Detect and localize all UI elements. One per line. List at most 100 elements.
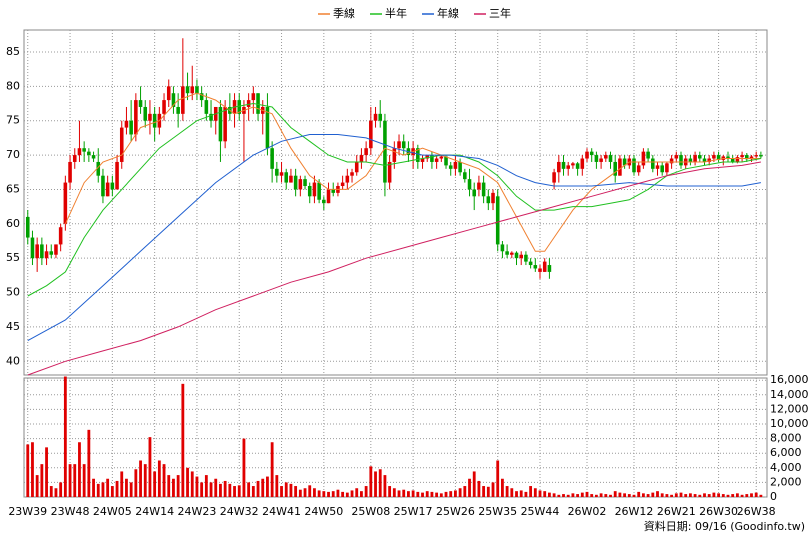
candle-body [688, 158, 693, 162]
y-tick-label: 85 [6, 45, 20, 58]
volume-bar [106, 478, 110, 497]
candle-body [749, 156, 754, 160]
volume-bar [345, 492, 349, 497]
candle-body [40, 244, 44, 259]
volume-bar [172, 478, 175, 497]
volume-bar [200, 482, 204, 497]
candle-body [110, 182, 115, 190]
candle-body [387, 161, 392, 183]
volume-bar [594, 494, 598, 497]
candle-body [251, 93, 256, 101]
candle-body [77, 148, 82, 156]
volume-bar [585, 491, 589, 497]
candle-body [434, 158, 439, 162]
volume-bar [482, 486, 486, 497]
x-tick-label: 25W35 [478, 505, 517, 518]
candle-body [726, 156, 730, 159]
volume-bar [566, 494, 570, 497]
volume-bar [458, 488, 462, 497]
volume-bar [120, 471, 124, 497]
candle-body [542, 261, 547, 272]
candle-body [312, 182, 317, 197]
candle-body [134, 100, 138, 135]
volume-bar [251, 486, 255, 497]
volume-bar [284, 482, 288, 497]
candle-body [632, 158, 636, 173]
candle-body [557, 161, 561, 173]
volume-bar [176, 475, 180, 497]
candle-body [350, 172, 354, 176]
candle-body [171, 93, 176, 107]
volume-bar [341, 491, 345, 497]
volume-bar [110, 486, 114, 497]
candle-body [115, 161, 119, 190]
candle-body [514, 252, 519, 259]
candle-body [378, 113, 383, 121]
x-tick-label: 26W02 [568, 505, 607, 518]
volume-bar [54, 488, 58, 497]
candle-body [561, 161, 566, 169]
candle-body [54, 244, 58, 255]
volume-bar [26, 444, 30, 497]
volume-bar [223, 480, 227, 497]
volume-bar [641, 493, 645, 497]
ma-line [64, 92, 761, 252]
volume-bar [501, 478, 504, 497]
volume-bar [562, 494, 565, 497]
volume-bar [115, 480, 119, 497]
volume-bar [336, 489, 340, 497]
volume-bar [266, 476, 269, 497]
volume-bar [204, 475, 208, 497]
volume-bar [590, 494, 594, 497]
candle-body [693, 155, 697, 162]
volume-bar [491, 482, 495, 497]
volume-bar [698, 494, 702, 497]
volume-tick-label: 4,000 [770, 461, 802, 474]
volume-bar [125, 478, 128, 497]
volume-bar [157, 460, 161, 497]
candle-body [68, 161, 72, 183]
candle-body [585, 151, 589, 159]
candle-body [448, 165, 453, 169]
y-tick-label: 70 [6, 148, 20, 161]
candle-body [265, 106, 270, 149]
candle-body [373, 113, 378, 121]
volume-bar [186, 467, 189, 497]
volume-tick-label: 6,000 [770, 446, 802, 459]
candle-body [599, 158, 603, 162]
x-tick-label: 24W32 [220, 505, 259, 518]
candle-body [58, 227, 63, 245]
volume-tick-label: 12,000 [770, 402, 808, 415]
x-tick-label: 24W23 [178, 505, 217, 518]
candle-body [364, 148, 368, 156]
volume-tick-label: 2,000 [770, 475, 802, 488]
candle-body [383, 120, 387, 183]
volume-bar [350, 490, 354, 497]
volume-bar [425, 491, 429, 497]
candle-body [35, 244, 39, 259]
volume-bar [289, 483, 293, 497]
volume-bar [651, 492, 655, 497]
candle-body [472, 189, 477, 197]
volume-bar [618, 492, 622, 497]
volume-bar [609, 494, 612, 497]
candle-body [162, 100, 166, 114]
volume-bar [331, 491, 335, 497]
volume-bar [96, 483, 100, 497]
volume-bar [280, 486, 283, 497]
volume-bar [548, 492, 551, 497]
candle-body [101, 175, 105, 197]
volume-bar [411, 490, 415, 497]
volume-bar [468, 478, 471, 497]
volume-bar [63, 376, 67, 497]
y-tick-label: 50 [6, 286, 20, 299]
candle-body [237, 100, 242, 114]
volume-bar [599, 493, 603, 497]
x-tick-label: 23W39 [8, 505, 47, 518]
volume-bar [45, 447, 48, 497]
volume-bar [656, 491, 659, 497]
volume-bar [717, 493, 721, 497]
candle-body [195, 86, 199, 94]
volume-bar [430, 491, 434, 497]
candle-body [712, 155, 716, 159]
